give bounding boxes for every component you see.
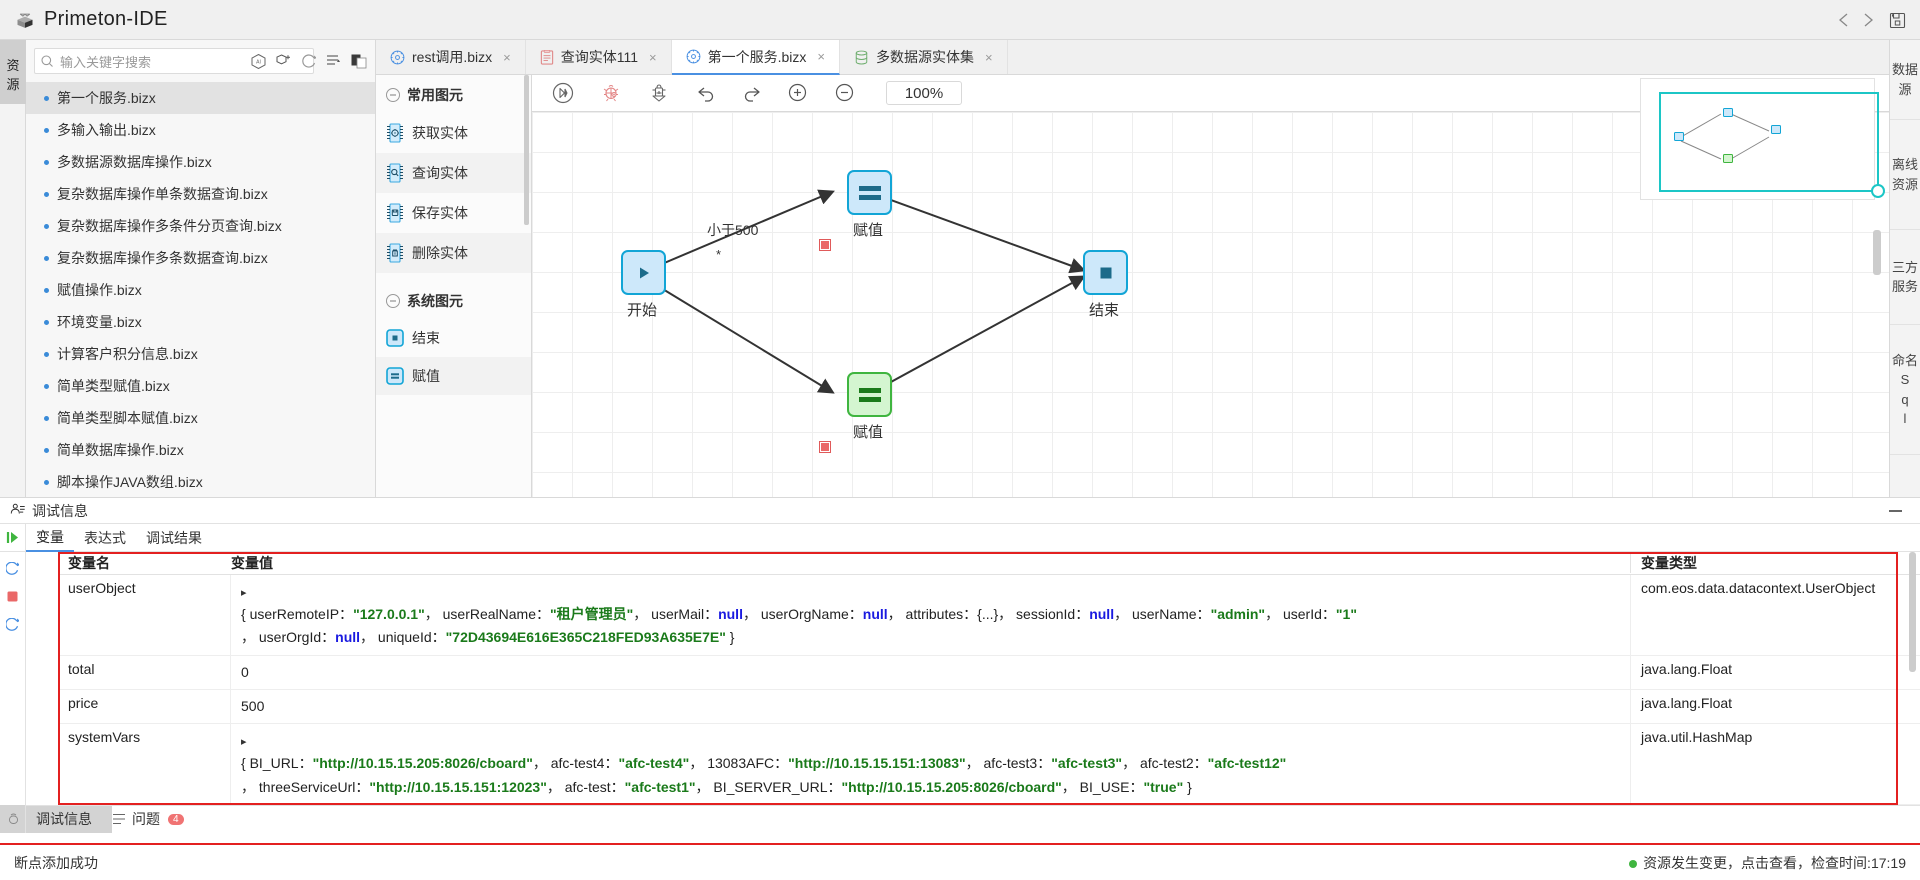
svg-text:AI: AI <box>256 59 261 65</box>
